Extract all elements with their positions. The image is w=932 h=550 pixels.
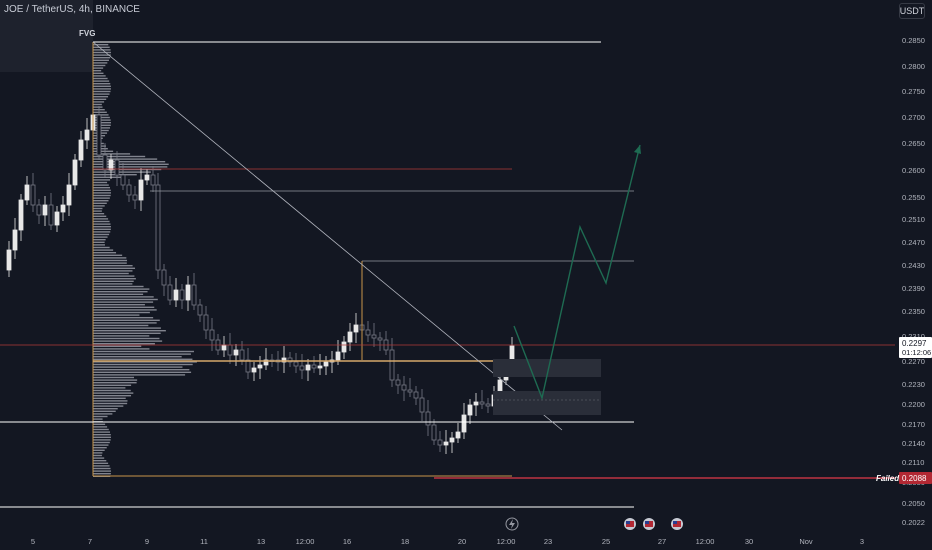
price-tick-label: 0.2600: [902, 166, 925, 175]
projection-arrowhead: [634, 145, 641, 154]
price-tick-label: 0.2170: [902, 420, 925, 429]
current-price-badge: [899, 337, 932, 358]
price-tick-label: 0.2850: [902, 36, 925, 45]
time-tick-label: 13: [257, 537, 265, 546]
price-tick-label: 0.2350: [902, 307, 925, 316]
fvg-zone: [0, 0, 93, 72]
fvg-label: FVG: [79, 29, 96, 38]
failed-label: Failed: [876, 474, 900, 483]
time-tick-label: 25: [602, 537, 610, 546]
price-tick-label: 0.2310: [902, 332, 925, 341]
time-tick-label: 9: [145, 537, 149, 546]
price-tick-label: 0.2140: [902, 439, 925, 448]
time-scale-labels: 5 7 9 11 13 12:00 16 18 20 12:00 23 25 27 12:00 30 Nov 3: [31, 537, 864, 546]
time-tick-label: 30: [745, 537, 753, 546]
time-tick-label: 5: [31, 537, 35, 546]
currency-button[interactable]: USDT: [899, 3, 925, 19]
flag-icon[interactable]: [643, 518, 655, 530]
time-tick-label: 12:00: [696, 537, 715, 546]
price-tick-label: 0.2270: [902, 357, 925, 366]
demand-zone-lower: [493, 391, 601, 415]
bar-countdown: 01:12:06: [902, 348, 931, 357]
price-tick-label: 0.2470: [902, 238, 925, 247]
price-tick-label: 0.2022: [902, 518, 925, 527]
price-tick-label: 0.2110: [902, 458, 924, 467]
price-tick-label: 0.2650: [902, 139, 925, 148]
current-price-value: 0.2297: [902, 339, 927, 348]
price-tick-label: 0.2390: [902, 284, 925, 293]
failed-price-badge: [899, 472, 932, 484]
price-tick-label: 0.2800: [902, 62, 925, 71]
trendline: [92, 41, 563, 431]
time-tick-label: 11: [200, 537, 208, 546]
time-tick-label: 12:00: [497, 537, 516, 546]
price-tick-label: 0.2050: [902, 499, 925, 508]
price-tick-label: 0.2510: [902, 215, 925, 224]
time-tick-label: 23: [544, 537, 552, 546]
time-tick-label: Nov: [799, 537, 813, 546]
flag-icon[interactable]: [671, 518, 683, 530]
price-scale[interactable]: [895, 0, 932, 550]
time-tick-label: 20: [458, 537, 466, 546]
time-tick-label: 12:00: [296, 537, 315, 546]
price-tick-label: 0.2700: [902, 113, 925, 122]
flag-icon[interactable]: [624, 518, 636, 530]
lightning-icon[interactable]: [505, 517, 519, 531]
price-tick-label: 0.2430: [902, 261, 925, 270]
time-tick-label: 3: [860, 537, 864, 546]
price-tick-label: 0.2550: [902, 193, 925, 202]
price-tick-label: 0.2200: [902, 400, 925, 409]
time-tick-label: 18: [401, 537, 409, 546]
failed-price-value: 0.2088: [902, 474, 927, 483]
volume-profile: [93, 44, 197, 477]
price-scale-labels: 0.2850 0.2800 0.2750 0.2700 0.2650 0.2600 0.25…: [902, 36, 925, 527]
symbol-title[interactable]: JOE / TetherUS, 4h, BINANCE: [4, 4, 140, 15]
time-tick-label: 16: [343, 537, 351, 546]
demand-zone-upper: [493, 359, 601, 377]
time-tick-label: 7: [88, 537, 92, 546]
time-tick-label: 27: [658, 537, 666, 546]
projection-path: [513, 144, 641, 401]
price-tick-label: 0.2750: [902, 87, 925, 96]
price-tick-label: 0.2230: [902, 380, 925, 389]
